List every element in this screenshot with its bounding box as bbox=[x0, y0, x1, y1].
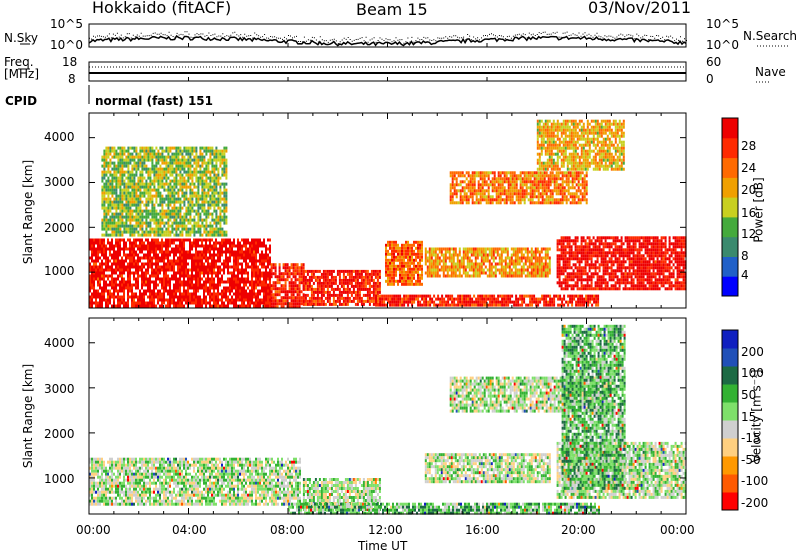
power-cb-tick-24: 24 bbox=[741, 161, 757, 175]
power-echo-region bbox=[270, 263, 305, 309]
velocity-ytick-2000: 2000 bbox=[44, 427, 75, 441]
power-echo-region bbox=[101, 146, 228, 237]
velocity-ytick-4000: 4000 bbox=[44, 336, 75, 350]
power-colorbar-swatch bbox=[722, 197, 738, 218]
velocity-echo-region bbox=[449, 376, 612, 413]
power-ylabel: Slant Range [km] bbox=[21, 159, 36, 265]
velocity-echo-region bbox=[89, 457, 301, 506]
power-colorbar-swatch bbox=[722, 256, 738, 277]
xtick-0400: 04:00 bbox=[172, 523, 207, 537]
velocity-ytick-3000: 3000 bbox=[44, 382, 75, 396]
power-colorbar-swatch bbox=[722, 236, 738, 257]
power-colorbar-swatch bbox=[722, 276, 738, 297]
nave-label: Nave bbox=[755, 65, 786, 79]
power-echo-region bbox=[385, 240, 423, 286]
power-colorbar-swatch bbox=[722, 157, 738, 178]
nsky-label: N.Sky bbox=[4, 31, 39, 45]
freq-unit-label: [MHz] bbox=[4, 67, 40, 81]
noise-tick-low-left: 10^0 bbox=[50, 38, 83, 52]
velocity-ytick-1000: 1000 bbox=[44, 472, 75, 486]
power-colorbar-swatch bbox=[722, 118, 738, 139]
velocity-cb-tick-m100: -100 bbox=[741, 474, 769, 488]
power-ytick-2000: 2000 bbox=[44, 221, 75, 235]
velocity-colorbar-swatch bbox=[722, 330, 738, 349]
power-echo-region bbox=[375, 294, 600, 307]
velocity-cb-tick-m200: -200 bbox=[741, 496, 769, 510]
xtick-0000: 00:00 bbox=[76, 523, 111, 537]
power-cb-tick-20: 20 bbox=[741, 183, 757, 197]
freq-tick-low: 8 bbox=[68, 72, 76, 86]
power-colorbar-swatch bbox=[722, 216, 738, 238]
velocity-colorbar-swatch bbox=[722, 474, 738, 493]
velocity-colorbar-swatch bbox=[722, 438, 738, 457]
power-cb-tick-28: 28 bbox=[741, 139, 757, 153]
power-cb-tick-16: 16 bbox=[741, 206, 757, 220]
velocity-colorbar-swatch bbox=[722, 456, 738, 475]
velocity-colorbar-swatch bbox=[722, 366, 738, 385]
xtick-0800: 08:00 bbox=[270, 523, 305, 537]
velocity-echo-region bbox=[288, 502, 600, 515]
velocity-cb-tick-200: 200 bbox=[741, 345, 764, 359]
power-cb-tick-4: 4 bbox=[741, 268, 749, 282]
power-ytick-1000: 1000 bbox=[44, 264, 75, 278]
nsearch-label: N.Search bbox=[743, 29, 798, 43]
xtick-1200: 12:00 bbox=[368, 523, 403, 537]
freq-label: Freq. bbox=[4, 55, 34, 69]
velocity-colorbar-swatch bbox=[722, 492, 738, 511]
power-colorbar-frame bbox=[721, 117, 739, 297]
nsky-trace bbox=[88, 34, 687, 47]
velocity-colorbar-frame bbox=[721, 329, 739, 511]
velocity-colorbar-swatch bbox=[722, 402, 738, 421]
power-cb-tick-12: 12 bbox=[741, 227, 757, 241]
noise-tick-low-right: 10^0 bbox=[706, 38, 739, 52]
cpid-text: normal (fast) 151 bbox=[95, 94, 213, 108]
power-colorbar-swatch bbox=[722, 137, 738, 159]
freq-tick-high: 18 bbox=[62, 55, 78, 69]
noise-tick-high-left: 10^5 bbox=[50, 17, 83, 31]
power-echo-region bbox=[449, 171, 588, 205]
nave-tick-high: 60 bbox=[706, 55, 722, 69]
power-echo-region bbox=[556, 236, 687, 291]
xtick-2400: 00:00 bbox=[660, 523, 695, 537]
nsearch-trace bbox=[89, 31, 687, 44]
nave-tick-low: 0 bbox=[706, 72, 714, 86]
xtick-1600: 16:00 bbox=[465, 523, 500, 537]
date-title: 03/Nov/2011 bbox=[588, 0, 692, 17]
noise-tick-high-right: 10^5 bbox=[706, 17, 739, 31]
beam-title: Beam 15 bbox=[356, 0, 428, 19]
velocity-colorbar-swatch bbox=[722, 384, 738, 403]
power-colorbar-swatch bbox=[722, 177, 738, 198]
velocity-cb-tick-15: 15 bbox=[741, 410, 757, 424]
station-title: Hokkaido (fitACF) bbox=[92, 0, 232, 17]
velocity-cb-tick-m50: -50 bbox=[741, 453, 761, 467]
xlabel: Time UT bbox=[358, 539, 408, 553]
velocity-cb-tick-100: 100 bbox=[741, 366, 764, 380]
power-echo-region bbox=[89, 238, 271, 308]
xtick-2000: 20:00 bbox=[561, 523, 596, 537]
power-echo-region bbox=[536, 119, 625, 171]
power-ytick-4000: 4000 bbox=[44, 130, 75, 144]
velocity-cb-tick-50: 50 bbox=[741, 388, 757, 402]
velocity-ylabel: Slant Range [km] bbox=[21, 363, 36, 469]
power-cb-tick-8: 8 bbox=[741, 249, 749, 263]
power-echo-region bbox=[302, 269, 381, 306]
velocity-echo-region bbox=[561, 324, 626, 490]
velocity-echo-region bbox=[424, 453, 551, 484]
cpid-label: CPID bbox=[5, 94, 38, 108]
velocity-colorbar-swatch bbox=[722, 348, 738, 367]
power-echo-region bbox=[424, 247, 551, 278]
velocity-colorbar-swatch bbox=[722, 420, 738, 439]
power-ytick-3000: 3000 bbox=[44, 175, 75, 189]
velocity-cb-tick-m15: -15 bbox=[741, 431, 761, 445]
